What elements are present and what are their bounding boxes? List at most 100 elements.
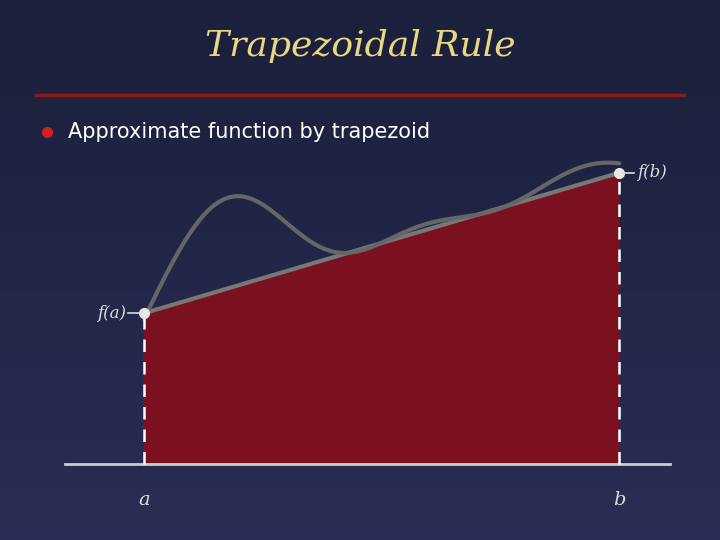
Bar (0, 428, 720, 432)
Bar (0, 131, 720, 135)
Bar (0, 27, 720, 31)
Bar (0, 4, 720, 9)
Bar (0, 441, 720, 445)
Bar (0, 401, 720, 405)
Bar (0, 40, 720, 45)
Bar (0, 45, 720, 50)
Bar (0, 185, 720, 189)
Bar (0, 351, 720, 355)
Polygon shape (144, 173, 619, 464)
Bar (0, 31, 720, 36)
Bar (0, 252, 720, 256)
Bar (0, 490, 720, 495)
Bar (0, 310, 720, 315)
Bar (0, 63, 720, 68)
Text: Approximate function by trapezoid: Approximate function by trapezoid (68, 122, 431, 143)
Bar (0, 495, 720, 500)
Bar (0, 486, 720, 490)
Text: b: b (613, 491, 626, 509)
Bar (0, 293, 720, 297)
Bar (0, 158, 720, 162)
Bar (0, 324, 720, 328)
Bar (0, 148, 720, 153)
Bar (0, 54, 720, 58)
Bar (0, 247, 720, 252)
Text: f(a): f(a) (97, 305, 126, 322)
Bar (0, 414, 720, 418)
Bar (0, 117, 720, 122)
Bar (0, 104, 720, 108)
Bar (0, 369, 720, 374)
Bar (0, 517, 720, 522)
Bar (0, 418, 720, 423)
Bar (0, 58, 720, 63)
Bar (0, 360, 720, 364)
Bar (0, 230, 720, 234)
Bar (0, 18, 720, 23)
Bar (0, 387, 720, 392)
Bar (0, 261, 720, 266)
Bar (0, 122, 720, 126)
Bar (0, 239, 720, 243)
Bar (0, 500, 720, 504)
Bar (0, 198, 720, 202)
Bar (0, 446, 720, 450)
Bar (0, 108, 720, 112)
Bar (0, 166, 720, 171)
Bar (0, 162, 720, 166)
Bar (0, 306, 720, 310)
Bar (0, 450, 720, 455)
Bar (0, 405, 720, 409)
Bar (0, 90, 720, 94)
Bar (0, 81, 720, 85)
Bar (0, 477, 720, 482)
Bar (0, 94, 720, 99)
Bar (0, 139, 720, 144)
Bar (0, 382, 720, 387)
Bar (0, 392, 720, 396)
Bar (0, 315, 720, 320)
Bar (0, 68, 720, 72)
Bar (0, 50, 720, 54)
Bar (0, 297, 720, 301)
Bar (0, 176, 720, 180)
Bar (0, 468, 720, 472)
Bar (0, 202, 720, 207)
Bar (0, 216, 720, 220)
Bar (0, 99, 720, 104)
Bar (0, 504, 720, 509)
Bar (0, 301, 720, 306)
Bar (0, 522, 720, 526)
Bar (0, 144, 720, 148)
Bar (0, 180, 720, 185)
Text: f(b): f(b) (637, 164, 667, 181)
Bar (0, 396, 720, 401)
Bar (0, 212, 720, 216)
Bar (0, 284, 720, 288)
Bar (0, 342, 720, 347)
Bar (0, 531, 720, 536)
Bar (0, 432, 720, 436)
Bar (0, 409, 720, 414)
Text: a: a (138, 491, 150, 509)
Bar (0, 270, 720, 274)
Bar (0, 207, 720, 212)
Bar (0, 14, 720, 18)
Bar (0, 243, 720, 247)
Bar (0, 536, 720, 540)
Bar (0, 256, 720, 261)
Bar (0, 288, 720, 293)
Bar (0, 455, 720, 459)
Bar (0, 193, 720, 198)
Bar (0, 374, 720, 378)
Bar (0, 436, 720, 441)
Bar (0, 266, 720, 270)
Bar (0, 279, 720, 284)
Bar (0, 459, 720, 463)
Bar (0, 338, 720, 342)
Bar (0, 320, 720, 324)
Bar (0, 463, 720, 468)
Bar (0, 347, 720, 351)
Bar (0, 153, 720, 158)
Bar (0, 189, 720, 193)
